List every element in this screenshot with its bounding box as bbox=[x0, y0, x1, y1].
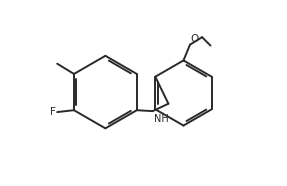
Text: NH: NH bbox=[154, 114, 168, 124]
Text: O: O bbox=[190, 34, 199, 44]
Text: F: F bbox=[51, 107, 56, 117]
